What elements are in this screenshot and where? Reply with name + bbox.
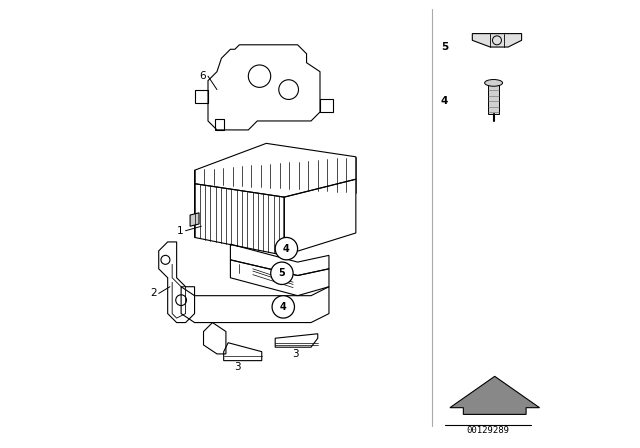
Text: 1: 1 — [177, 226, 184, 236]
Polygon shape — [472, 34, 522, 47]
Text: 5: 5 — [441, 42, 448, 52]
Circle shape — [275, 237, 298, 260]
Text: 4: 4 — [283, 244, 290, 254]
Text: 6: 6 — [199, 71, 206, 81]
Polygon shape — [190, 213, 199, 226]
Text: 5: 5 — [278, 268, 285, 278]
Text: 3: 3 — [234, 362, 241, 372]
Text: 2: 2 — [150, 289, 157, 298]
Circle shape — [272, 296, 294, 318]
Bar — [488, 85, 499, 114]
Text: 3: 3 — [292, 349, 299, 359]
Circle shape — [271, 262, 293, 284]
Text: 4: 4 — [441, 96, 449, 106]
Ellipse shape — [484, 80, 502, 86]
Polygon shape — [450, 376, 540, 414]
Text: 4: 4 — [280, 302, 287, 312]
Text: 00129289: 00129289 — [467, 426, 509, 435]
